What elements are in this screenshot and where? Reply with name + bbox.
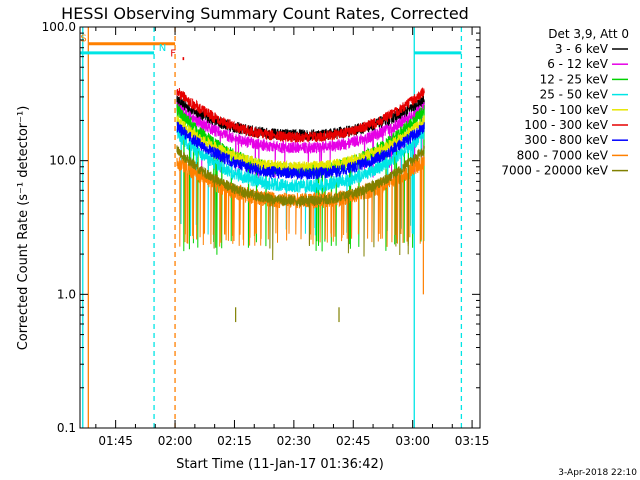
legend-label-0: 3 - 6 keV — [555, 42, 609, 56]
legend-label-4: 50 - 100 keV — [532, 103, 609, 117]
y-tick-label-3: 100.0 — [42, 20, 76, 34]
plot-area: S NF — [80, 27, 463, 428]
legend-label-7: 800 - 7000 keV — [517, 148, 609, 162]
y-tick-label-0: 0.1 — [57, 421, 76, 435]
series-line-3 — [176, 127, 425, 237]
footer-date: 3-Apr-2018 22:10 — [558, 468, 637, 478]
legend-label-6: 300 - 800 keV — [524, 133, 608, 147]
x-tick-label-0: 01:45 — [98, 434, 133, 448]
x-tick-label-5: 03:00 — [395, 434, 430, 448]
legend-header: Det 3,9, Att 0 — [548, 27, 629, 41]
axes: 0.1 1.0 10.0 100.0 01:45 02:00 02:15 02:30 02:45… — [42, 20, 490, 448]
series-line-6 — [176, 121, 425, 180]
plot-frame — [79, 26, 481, 429]
x-tick-label-3: 02:30 — [277, 434, 312, 448]
y-axis-label: Corrected Count Rate (s⁻¹ detector⁻¹) — [16, 106, 31, 351]
legend-label-8: 7000 - 20000 keV — [501, 164, 608, 178]
series-line-1 — [176, 102, 425, 180]
x-tick-label-1: 02:00 — [158, 434, 193, 448]
series-line-8 — [176, 145, 425, 261]
flag-label-3: F — [170, 49, 176, 60]
series-line-5 — [176, 87, 425, 143]
x-axis-label: Start Time (11-Jan-17 01:36:42) — [176, 457, 384, 472]
legend-label-3: 25 - 50 keV — [540, 88, 609, 102]
x-tick-label-6: 03:15 — [455, 434, 490, 448]
y-tick-label-2: 10.0 — [49, 154, 76, 168]
legend-label-1: 6 - 12 keV — [547, 57, 609, 71]
chart-title: HESSI Observing Summary Count Rates, Cor… — [61, 4, 469, 23]
series-line-4 — [176, 115, 425, 174]
x-tick-label-2: 02:15 — [217, 434, 252, 448]
flag-label-0: S — [80, 34, 86, 45]
x-tick-label-4: 02:45 — [336, 434, 371, 448]
y-tick-label-1: 1.0 — [57, 287, 76, 301]
legend-label-5: 100 - 300 keV — [524, 118, 608, 132]
legend-label-2: 12 - 25 keV — [540, 72, 609, 86]
flag-label-1: N — [159, 43, 166, 54]
